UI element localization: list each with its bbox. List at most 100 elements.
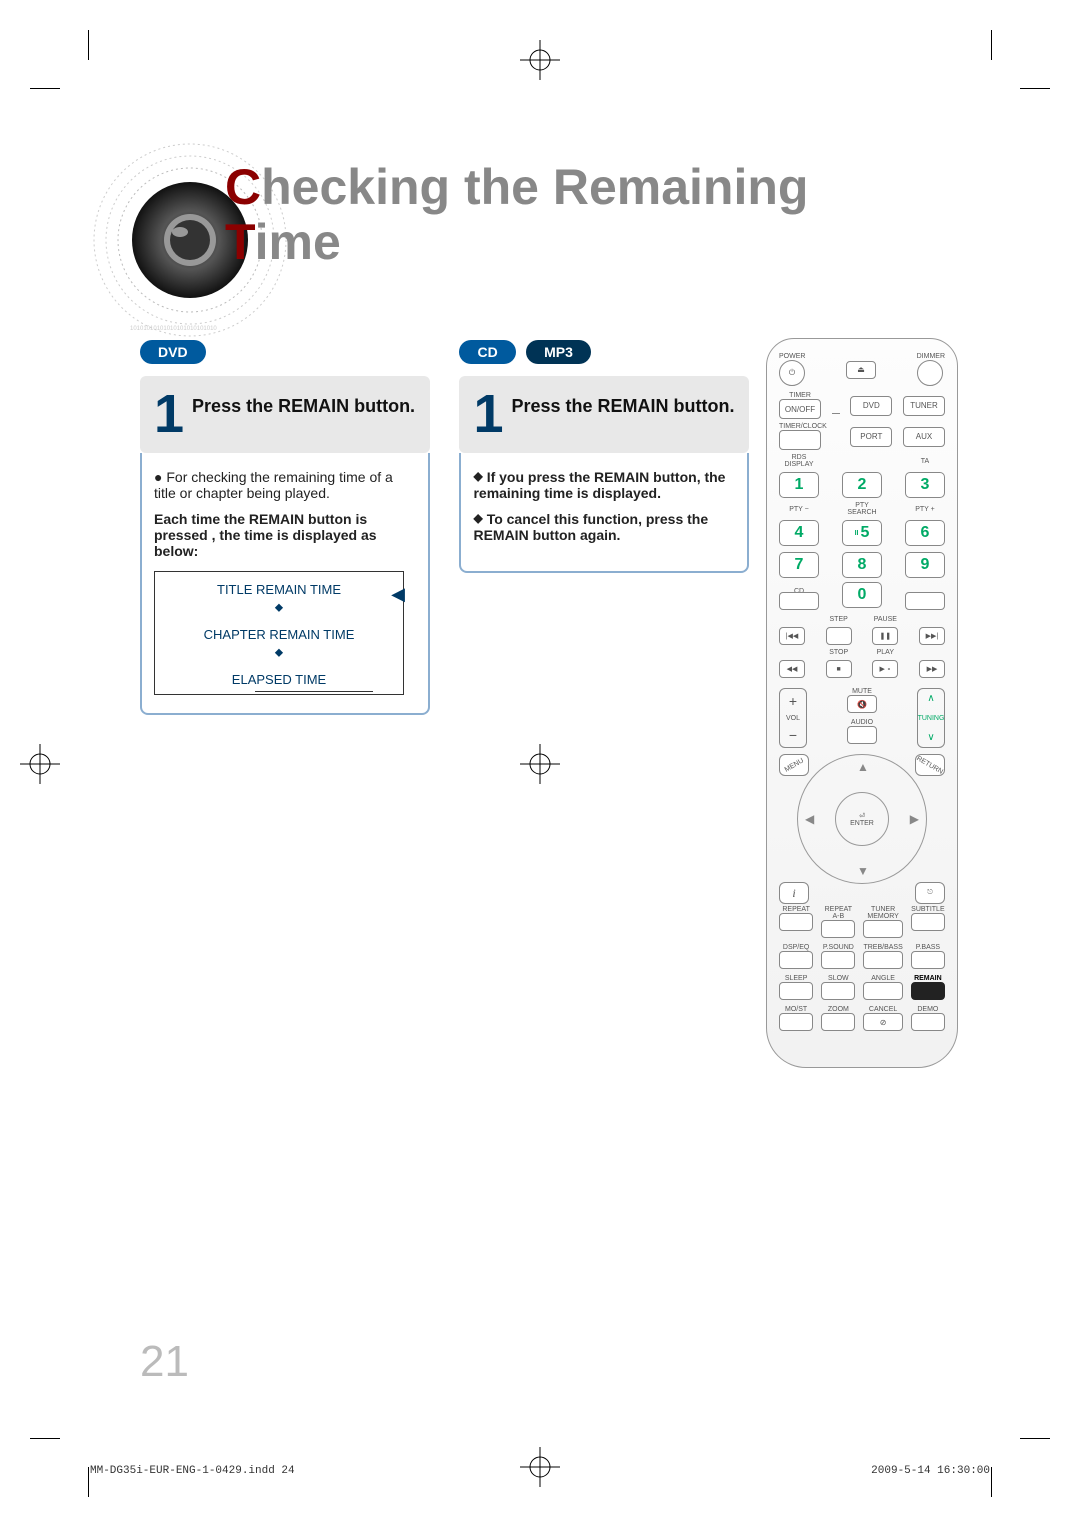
- footer-right: 2009-5-14 16:30:00: [871, 1465, 990, 1477]
- most-label: MO/ST: [779, 1006, 813, 1013]
- dspeq-button[interactable]: [779, 951, 813, 969]
- right-icon[interactable]: ▶: [910, 812, 919, 826]
- tuner-memory-button[interactable]: [863, 920, 902, 938]
- footer-left: MM-DG35i-EUR-ENG-1-0429.indd 24: [90, 1465, 295, 1477]
- power-label: POWER: [779, 353, 805, 360]
- prev-button[interactable]: |◀◀: [779, 627, 805, 645]
- slow-label: SLOW: [821, 975, 855, 982]
- exit-button[interactable]: ⎋: [915, 882, 945, 904]
- page-title: Checking the Remaining Time: [225, 160, 808, 270]
- dimmer-label: DIMMER: [917, 353, 945, 360]
- crop-mark: [991, 1467, 992, 1497]
- left-icon[interactable]: ◀: [805, 812, 814, 826]
- next-button[interactable]: ▶▶|: [919, 627, 945, 645]
- eject-button[interactable]: ⏏: [846, 361, 876, 379]
- registration-mark-icon: [520, 744, 560, 784]
- psound-button[interactable]: [821, 951, 855, 969]
- title-accent-2: T: [225, 214, 255, 270]
- num-9-button[interactable]: 9: [905, 552, 945, 578]
- slow-button[interactable]: [821, 982, 855, 1000]
- shuffle-button[interactable]: [905, 592, 945, 610]
- subtitle-button[interactable]: [911, 913, 945, 931]
- step-box-cd: 1 Press the REMAIN button.: [459, 376, 749, 453]
- num-3-button[interactable]: 3: [905, 472, 945, 498]
- psound-label: P.SOUND: [821, 944, 855, 951]
- down-arrow-icon: ⬥: [155, 646, 403, 662]
- num-7-button[interactable]: 7: [779, 552, 819, 578]
- tuning-label: TUNING: [918, 715, 945, 722]
- timerclock-button[interactable]: [779, 430, 821, 450]
- rew-button[interactable]: ◀◀: [779, 660, 805, 678]
- num-8-button[interactable]: 8: [842, 552, 882, 578]
- dimmer-button[interactable]: [917, 360, 943, 386]
- repeat-button[interactable]: [779, 913, 813, 931]
- timer-label: TIMER: [779, 392, 821, 399]
- demo-button[interactable]: [911, 1013, 945, 1031]
- port-button[interactable]: PORT: [850, 427, 892, 447]
- volume-rocker[interactable]: + VOL −: [779, 688, 807, 748]
- sleep-button[interactable]: [779, 982, 813, 1000]
- audio-button[interactable]: [847, 726, 877, 744]
- num-4-button[interactable]: 4: [779, 520, 819, 546]
- flow-label: TITLE REMAIN TIME: [217, 582, 341, 597]
- cancel-button[interactable]: ⊘: [863, 1013, 902, 1031]
- info-button[interactable]: i: [779, 882, 809, 904]
- step-number: 1: [473, 390, 503, 439]
- zoom-button[interactable]: [821, 1013, 855, 1031]
- registration-mark-icon: [520, 40, 560, 80]
- mute-label: MUTE: [847, 688, 877, 695]
- dvd-button[interactable]: DVD: [850, 396, 892, 416]
- trebbass-button[interactable]: [863, 951, 902, 969]
- ta-label: TA: [905, 458, 945, 465]
- mute-button[interactable]: 🔇: [847, 695, 877, 713]
- remain-button[interactable]: [911, 982, 945, 1000]
- demo-label: DEMO: [911, 1006, 945, 1013]
- crop-mark: [991, 30, 992, 60]
- timer-onoff-button[interactable]: ON/OFF: [779, 399, 821, 419]
- stop-button[interactable]: ■: [826, 660, 852, 678]
- angle-button[interactable]: [863, 982, 902, 1000]
- repeat-ab-button[interactable]: [821, 920, 855, 938]
- play-button[interactable]: ▶ ∘: [872, 660, 898, 678]
- crop-mark: [1020, 1438, 1050, 1439]
- most-button[interactable]: [779, 1013, 813, 1031]
- dvd-column: DVD 1 Press the REMAIN button. ● For che…: [140, 340, 430, 715]
- pty-minus-label: PTY −: [779, 506, 819, 513]
- enter-button[interactable]: ⏎ENTER: [835, 792, 889, 846]
- tuner-button[interactable]: TUNER: [903, 396, 945, 416]
- svg-text:10101010101010101010101010: 10101010101010101010101010: [130, 326, 217, 332]
- step-button[interactable]: [826, 627, 852, 645]
- dspeq-label: DSP/EQ: [779, 944, 813, 951]
- bullet-bold-2: ◆To cancel this function, press the REMA…: [473, 511, 735, 543]
- aux-button[interactable]: AUX: [903, 427, 945, 447]
- pause-button[interactable]: ❚❚: [872, 627, 898, 645]
- dvd-pill: DVD: [140, 340, 206, 364]
- up-icon[interactable]: ▲: [857, 760, 869, 774]
- step-number: 1: [154, 390, 184, 439]
- num-0-button[interactable]: 0: [842, 582, 882, 608]
- num-6-button[interactable]: 6: [905, 520, 945, 546]
- cdripping-button[interactable]: [779, 592, 819, 610]
- title-accent-1: C: [225, 159, 261, 215]
- title-rest-1: hecking the Remaining: [261, 159, 808, 215]
- step-label: STEP: [826, 616, 852, 623]
- vol-label: VOL: [786, 715, 800, 722]
- step-text: Press the REMAIN button.: [192, 390, 415, 417]
- pbass-button[interactable]: [911, 951, 945, 969]
- flow-item: ELAPSED TIME: [155, 662, 403, 691]
- num-5-button[interactable]: II5: [842, 520, 882, 546]
- down-icon[interactable]: ▼: [857, 864, 869, 878]
- bullet-text: If you press the REMAIN button, the rema…: [473, 469, 725, 501]
- num-2-button[interactable]: 2: [842, 472, 882, 498]
- power-button[interactable]: ⏻: [779, 360, 805, 386]
- cancel-label: CANCEL: [863, 1006, 902, 1013]
- tuning-rocker[interactable]: ∧ TUNING ∨: [917, 688, 945, 748]
- trebbass-label: TREB/BASS: [863, 944, 902, 951]
- angle-label: ANGLE: [863, 975, 902, 982]
- crop-mark: [1020, 88, 1050, 89]
- num-1-button[interactable]: 1: [779, 472, 819, 498]
- page-number: 21: [140, 1337, 189, 1387]
- cd-detail: ◆If you press the REMAIN button, the rem…: [459, 453, 749, 573]
- ff-button[interactable]: ▶▶: [919, 660, 945, 678]
- cd-pill: CD: [459, 340, 515, 364]
